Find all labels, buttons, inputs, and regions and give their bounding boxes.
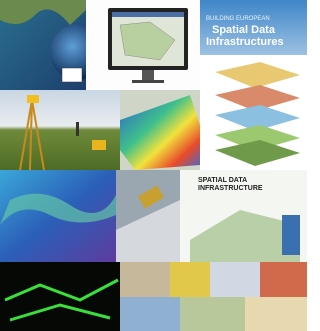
lidar-tile	[0, 262, 120, 331]
map-thumb	[170, 262, 210, 297]
map-thumb	[120, 297, 180, 331]
tree-diagram	[282, 215, 300, 255]
book-title: Spatial Data	[212, 24, 276, 36]
legend-box	[62, 68, 82, 82]
book-kicker: BUILDING EUROPEAN	[206, 16, 270, 22]
map-thumb	[260, 262, 307, 297]
monitor-stand	[142, 70, 154, 80]
sdi-title: INFRASTRUCTURE	[198, 185, 263, 192]
book-title: Infrastructures	[206, 36, 284, 48]
instrument	[27, 95, 39, 103]
sdi-title: SPATIAL DATA	[198, 177, 247, 184]
map-thumb	[180, 297, 245, 331]
survey-photo	[0, 90, 120, 170]
monitor-base	[132, 80, 164, 83]
map-thumb	[210, 262, 260, 297]
map-thumb	[120, 262, 170, 297]
map-thumb	[245, 297, 307, 331]
person	[76, 122, 79, 136]
case	[92, 140, 106, 150]
collage: BUILDING EUROPEAN Spatial Data Infrastru…	[0, 0, 307, 331]
window-bar	[112, 12, 184, 17]
